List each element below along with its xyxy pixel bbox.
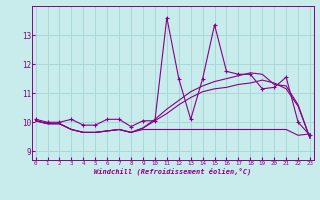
X-axis label: Windchill (Refroidissement éolien,°C): Windchill (Refroidissement éolien,°C): [94, 167, 252, 175]
